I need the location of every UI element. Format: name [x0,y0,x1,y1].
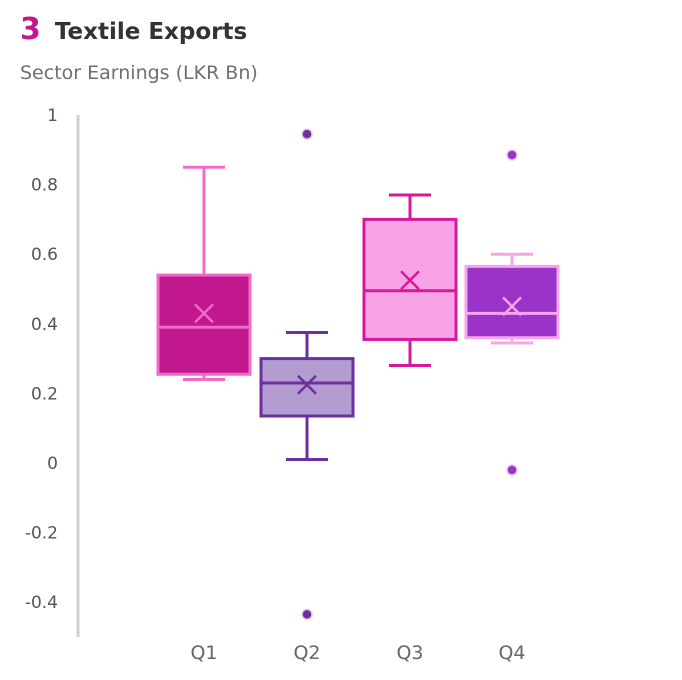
outlier-point [301,128,313,140]
y-tick-label: 0.2 [31,384,58,404]
y-tick-label: 0.6 [31,245,58,265]
box-iqr [464,264,560,340]
box-series [156,128,560,621]
chart-subtitle: Sector Earnings (LKR Bn) [20,62,258,84]
outlier-point [506,149,518,161]
y-tick-label: 1 [47,106,58,126]
x-category-label: Q2 [293,642,320,664]
x-category-label: Q4 [498,642,525,664]
mean-marker [297,374,317,395]
chart-title: Textile Exports [54,19,248,45]
y-tick-label: 0.8 [31,176,58,196]
box-iqr [259,357,355,418]
box-q1 [156,165,252,381]
x-category-labels: Q1 Q2 Q3 Q4 [190,642,525,664]
chart-header: 3 Textile Exports [20,12,247,47]
box-q4 [464,149,560,476]
mean-marker [194,303,214,324]
y-tick-label: 0.4 [31,315,58,335]
x-category-label: Q1 [190,642,217,664]
box-q2 [259,128,355,621]
outlier-point [506,464,518,476]
y-tick-label: 0 [47,454,58,474]
x-category-label: Q3 [396,642,423,664]
mean-marker [400,270,420,291]
y-tick-label: -0.2 [25,524,58,544]
box-iqr [156,273,252,376]
y-tick-label: -0.4 [25,593,58,613]
outlier-point [301,608,313,621]
box-q3 [362,193,458,368]
mean-marker [502,296,522,317]
chart-number: 3 [20,12,41,47]
y-tick-labels: 1 0.8 0.6 0.4 0.2 0 -0.2 -0.4 [25,106,58,613]
